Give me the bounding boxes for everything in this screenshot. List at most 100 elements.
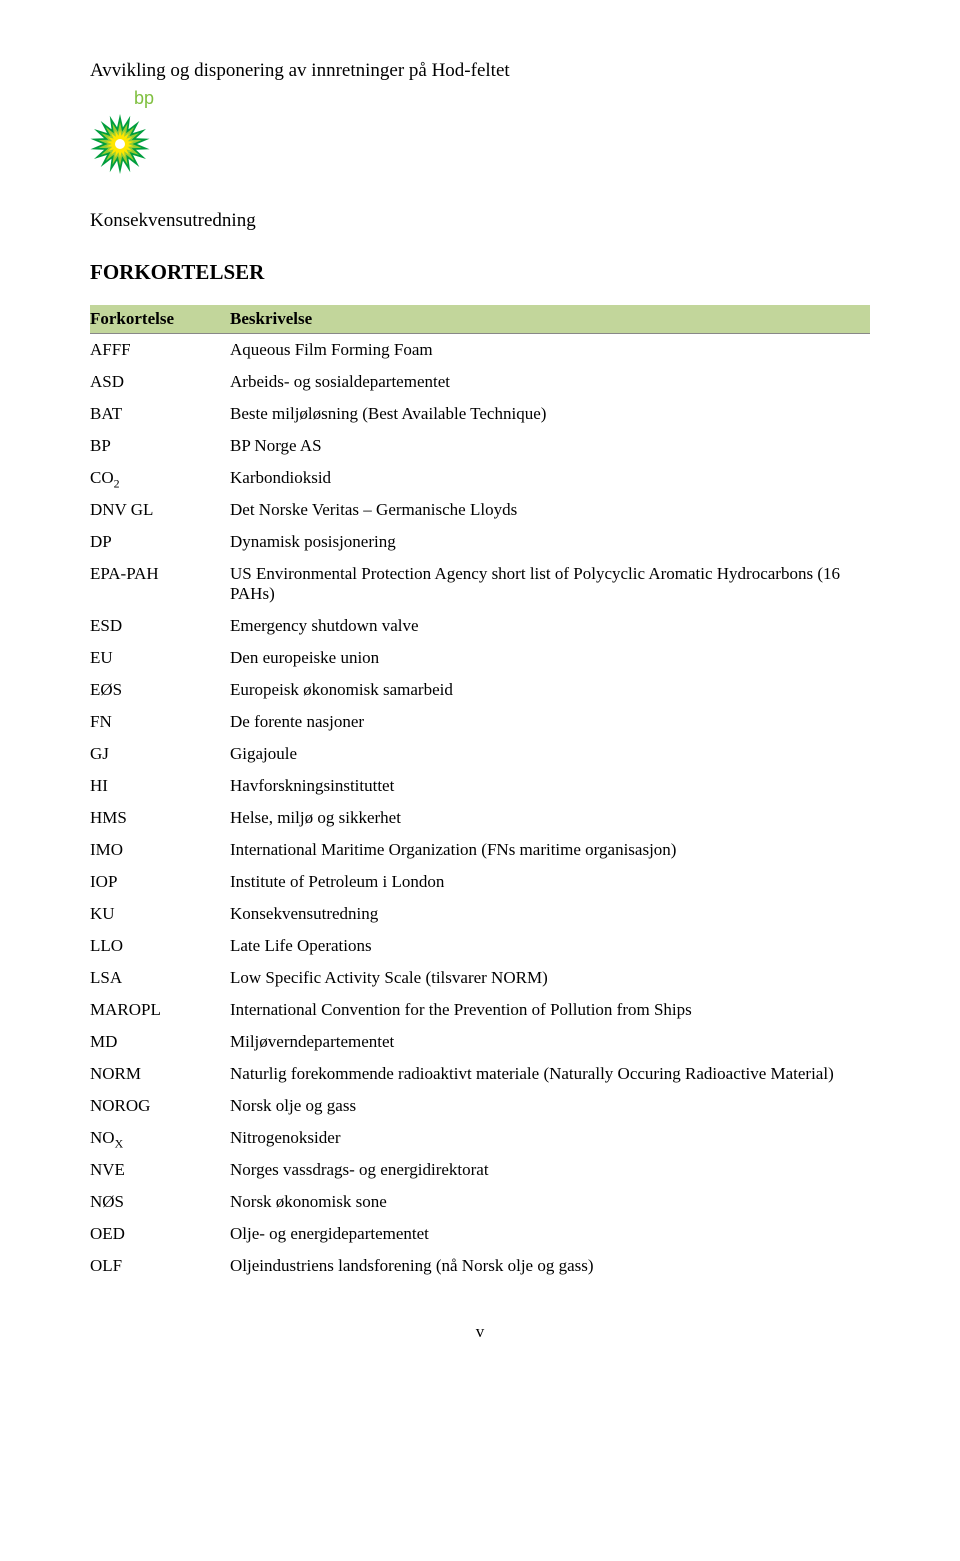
bp-logo-icon: bp	[90, 90, 160, 175]
abbrev-value: BP Norge AS	[230, 430, 870, 462]
abbrev-value: Arbeids- og sosialdepartementet	[230, 366, 870, 398]
abbrev-value: Beste miljøløsning (Best Available Techn…	[230, 398, 870, 430]
table-row: OEDOlje- og energidepartementet	[90, 1218, 870, 1250]
table-row: ESDEmergency shutdown valve	[90, 610, 870, 642]
table-row: EPA-PAHUS Environmental Protection Agenc…	[90, 558, 870, 610]
abbrev-key: ASD	[90, 366, 230, 398]
table-row: NOROGNorsk olje og gass	[90, 1090, 870, 1122]
abbrev-value: Europeisk økonomisk samarbeid	[230, 674, 870, 706]
abbrev-key: IOP	[90, 866, 230, 898]
table-row: BATBeste miljøløsning (Best Available Te…	[90, 398, 870, 430]
abbrev-key: NORM	[90, 1058, 230, 1090]
abbrev-key: MD	[90, 1026, 230, 1058]
abbrev-value: International Maritime Organization (FNs…	[230, 834, 870, 866]
table-row: IOPInstitute of Petroleum i London	[90, 866, 870, 898]
abbrev-key: EPA-PAH	[90, 558, 230, 610]
abbrev-key: GJ	[90, 738, 230, 770]
abbrev-key: HI	[90, 770, 230, 802]
col-header-desc: Beskrivelse	[230, 305, 870, 334]
abbrev-key: DNV GL	[90, 494, 230, 526]
abbrev-value: De forente nasjoner	[230, 706, 870, 738]
table-row: OLFOljeindustriens landsforening (nå Nor…	[90, 1250, 870, 1282]
abbreviations-table: Forkortelse Beskrivelse AFFFAqueous Film…	[90, 305, 870, 1282]
table-row: AFFFAqueous Film Forming Foam	[90, 334, 870, 367]
abbrev-key: DP	[90, 526, 230, 558]
abbrev-key: ESD	[90, 610, 230, 642]
abbrev-key-subscript: 2	[114, 476, 120, 490]
abbrev-value: Konsekvensutredning	[230, 898, 870, 930]
abbrev-value: Norges vassdrags- og energidirektorat	[230, 1154, 870, 1186]
abbrev-key: EØS	[90, 674, 230, 706]
logo-container: bp	[90, 90, 870, 180]
abbrev-key: BAT	[90, 398, 230, 430]
abbrev-value: Institute of Petroleum i London	[230, 866, 870, 898]
abbrev-value: Miljøverndepartementet	[230, 1026, 870, 1058]
abbrev-value: International Convention for the Prevent…	[230, 994, 870, 1026]
abbrev-value: Emergency shutdown valve	[230, 610, 870, 642]
abbrev-key: IMO	[90, 834, 230, 866]
abbrev-value: Den europeiske union	[230, 642, 870, 674]
abbrev-value: Olje- og energidepartementet	[230, 1218, 870, 1250]
col-header-abbrev: Forkortelse	[90, 305, 230, 334]
table-row: NORMNaturlig forekommende radioaktivt ma…	[90, 1058, 870, 1090]
table-row: FNDe forente nasjoner	[90, 706, 870, 738]
abbrev-value: Oljeindustriens landsforening (nå Norsk …	[230, 1250, 870, 1282]
document-title: Avvikling og disponering av innretninger…	[90, 60, 870, 82]
table-row: IMOInternational Maritime Organization (…	[90, 834, 870, 866]
helios-outer	[90, 114, 150, 174]
table-row: LLOLate Life Operations	[90, 930, 870, 962]
abbrev-value: Aqueous Film Forming Foam	[230, 334, 870, 367]
abbrev-key: EU	[90, 642, 230, 674]
page: Avvikling og disponering av innretninger…	[0, 0, 960, 1372]
table-row: MAROPLInternational Convention for the P…	[90, 994, 870, 1026]
abbrev-key: AFFF	[90, 334, 230, 367]
abbrev-key: CO2	[90, 462, 230, 494]
table-row: NOXNitrogenoksider	[90, 1122, 870, 1154]
table-row: BPBP Norge AS	[90, 430, 870, 462]
abbrev-key: BP	[90, 430, 230, 462]
abbrev-key: NOX	[90, 1122, 230, 1154]
abbrev-key: FN	[90, 706, 230, 738]
table-row: LSALow Specific Activity Scale (tilsvare…	[90, 962, 870, 994]
abbrev-key: OLF	[90, 1250, 230, 1282]
abbrev-value: Late Life Operations	[230, 930, 870, 962]
bp-helios-icon: bp	[90, 90, 160, 175]
abbrev-value: Gigajoule	[230, 738, 870, 770]
abbrev-value: Low Specific Activity Scale (tilsvarer N…	[230, 962, 870, 994]
table-row: EUDen europeiske union	[90, 642, 870, 674]
abbrev-key-subscript: X	[115, 1136, 124, 1150]
abbrev-key: HMS	[90, 802, 230, 834]
table-row: KUKonsekvensutredning	[90, 898, 870, 930]
abbrev-value: Helse, miljø og sikkerhet	[230, 802, 870, 834]
abbrev-value: Karbondioksid	[230, 462, 870, 494]
abbrev-value: Havforskningsinstituttet	[230, 770, 870, 802]
abbrev-key: NVE	[90, 1154, 230, 1186]
table-header-row: Forkortelse Beskrivelse	[90, 305, 870, 334]
section-title: FORKORTELSER	[90, 260, 870, 285]
table-row: EØSEuropeisk økonomisk samarbeid	[90, 674, 870, 706]
abbrev-key: OED	[90, 1218, 230, 1250]
table-row: CO2Karbondioksid	[90, 462, 870, 494]
table-row: HIHavforskningsinstituttet	[90, 770, 870, 802]
table-row: MDMiljøverndepartementet	[90, 1026, 870, 1058]
table-body: AFFFAqueous Film Forming FoamASDArbeids-…	[90, 334, 870, 1283]
abbrev-value: Dynamisk posisjonering	[230, 526, 870, 558]
abbrev-value: US Environmental Protection Agency short…	[230, 558, 870, 610]
abbrev-value: Nitrogenoksider	[230, 1122, 870, 1154]
table-row: GJGigajoule	[90, 738, 870, 770]
page-number: v	[90, 1322, 870, 1342]
table-row: NVENorges vassdrags- og energidirektorat	[90, 1154, 870, 1186]
abbrev-value: Naturlig forekommende radioaktivt materi…	[230, 1058, 870, 1090]
bp-logo-text: bp	[134, 90, 154, 108]
abbrev-value: Norsk olje og gass	[230, 1090, 870, 1122]
abbrev-key: MAROPL	[90, 994, 230, 1026]
abbrev-value: Det Norske Veritas – Germanische Lloyds	[230, 494, 870, 526]
document-subtitle: Konsekvensutredning	[90, 210, 870, 232]
abbrev-key: KU	[90, 898, 230, 930]
abbrev-key: LLO	[90, 930, 230, 962]
abbrev-key: LSA	[90, 962, 230, 994]
table-row: HMSHelse, miljø og sikkerhet	[90, 802, 870, 834]
table-row: DPDynamisk posisjonering	[90, 526, 870, 558]
abbrev-key: NOROG	[90, 1090, 230, 1122]
table-row: DNV GLDet Norske Veritas – Germanische L…	[90, 494, 870, 526]
